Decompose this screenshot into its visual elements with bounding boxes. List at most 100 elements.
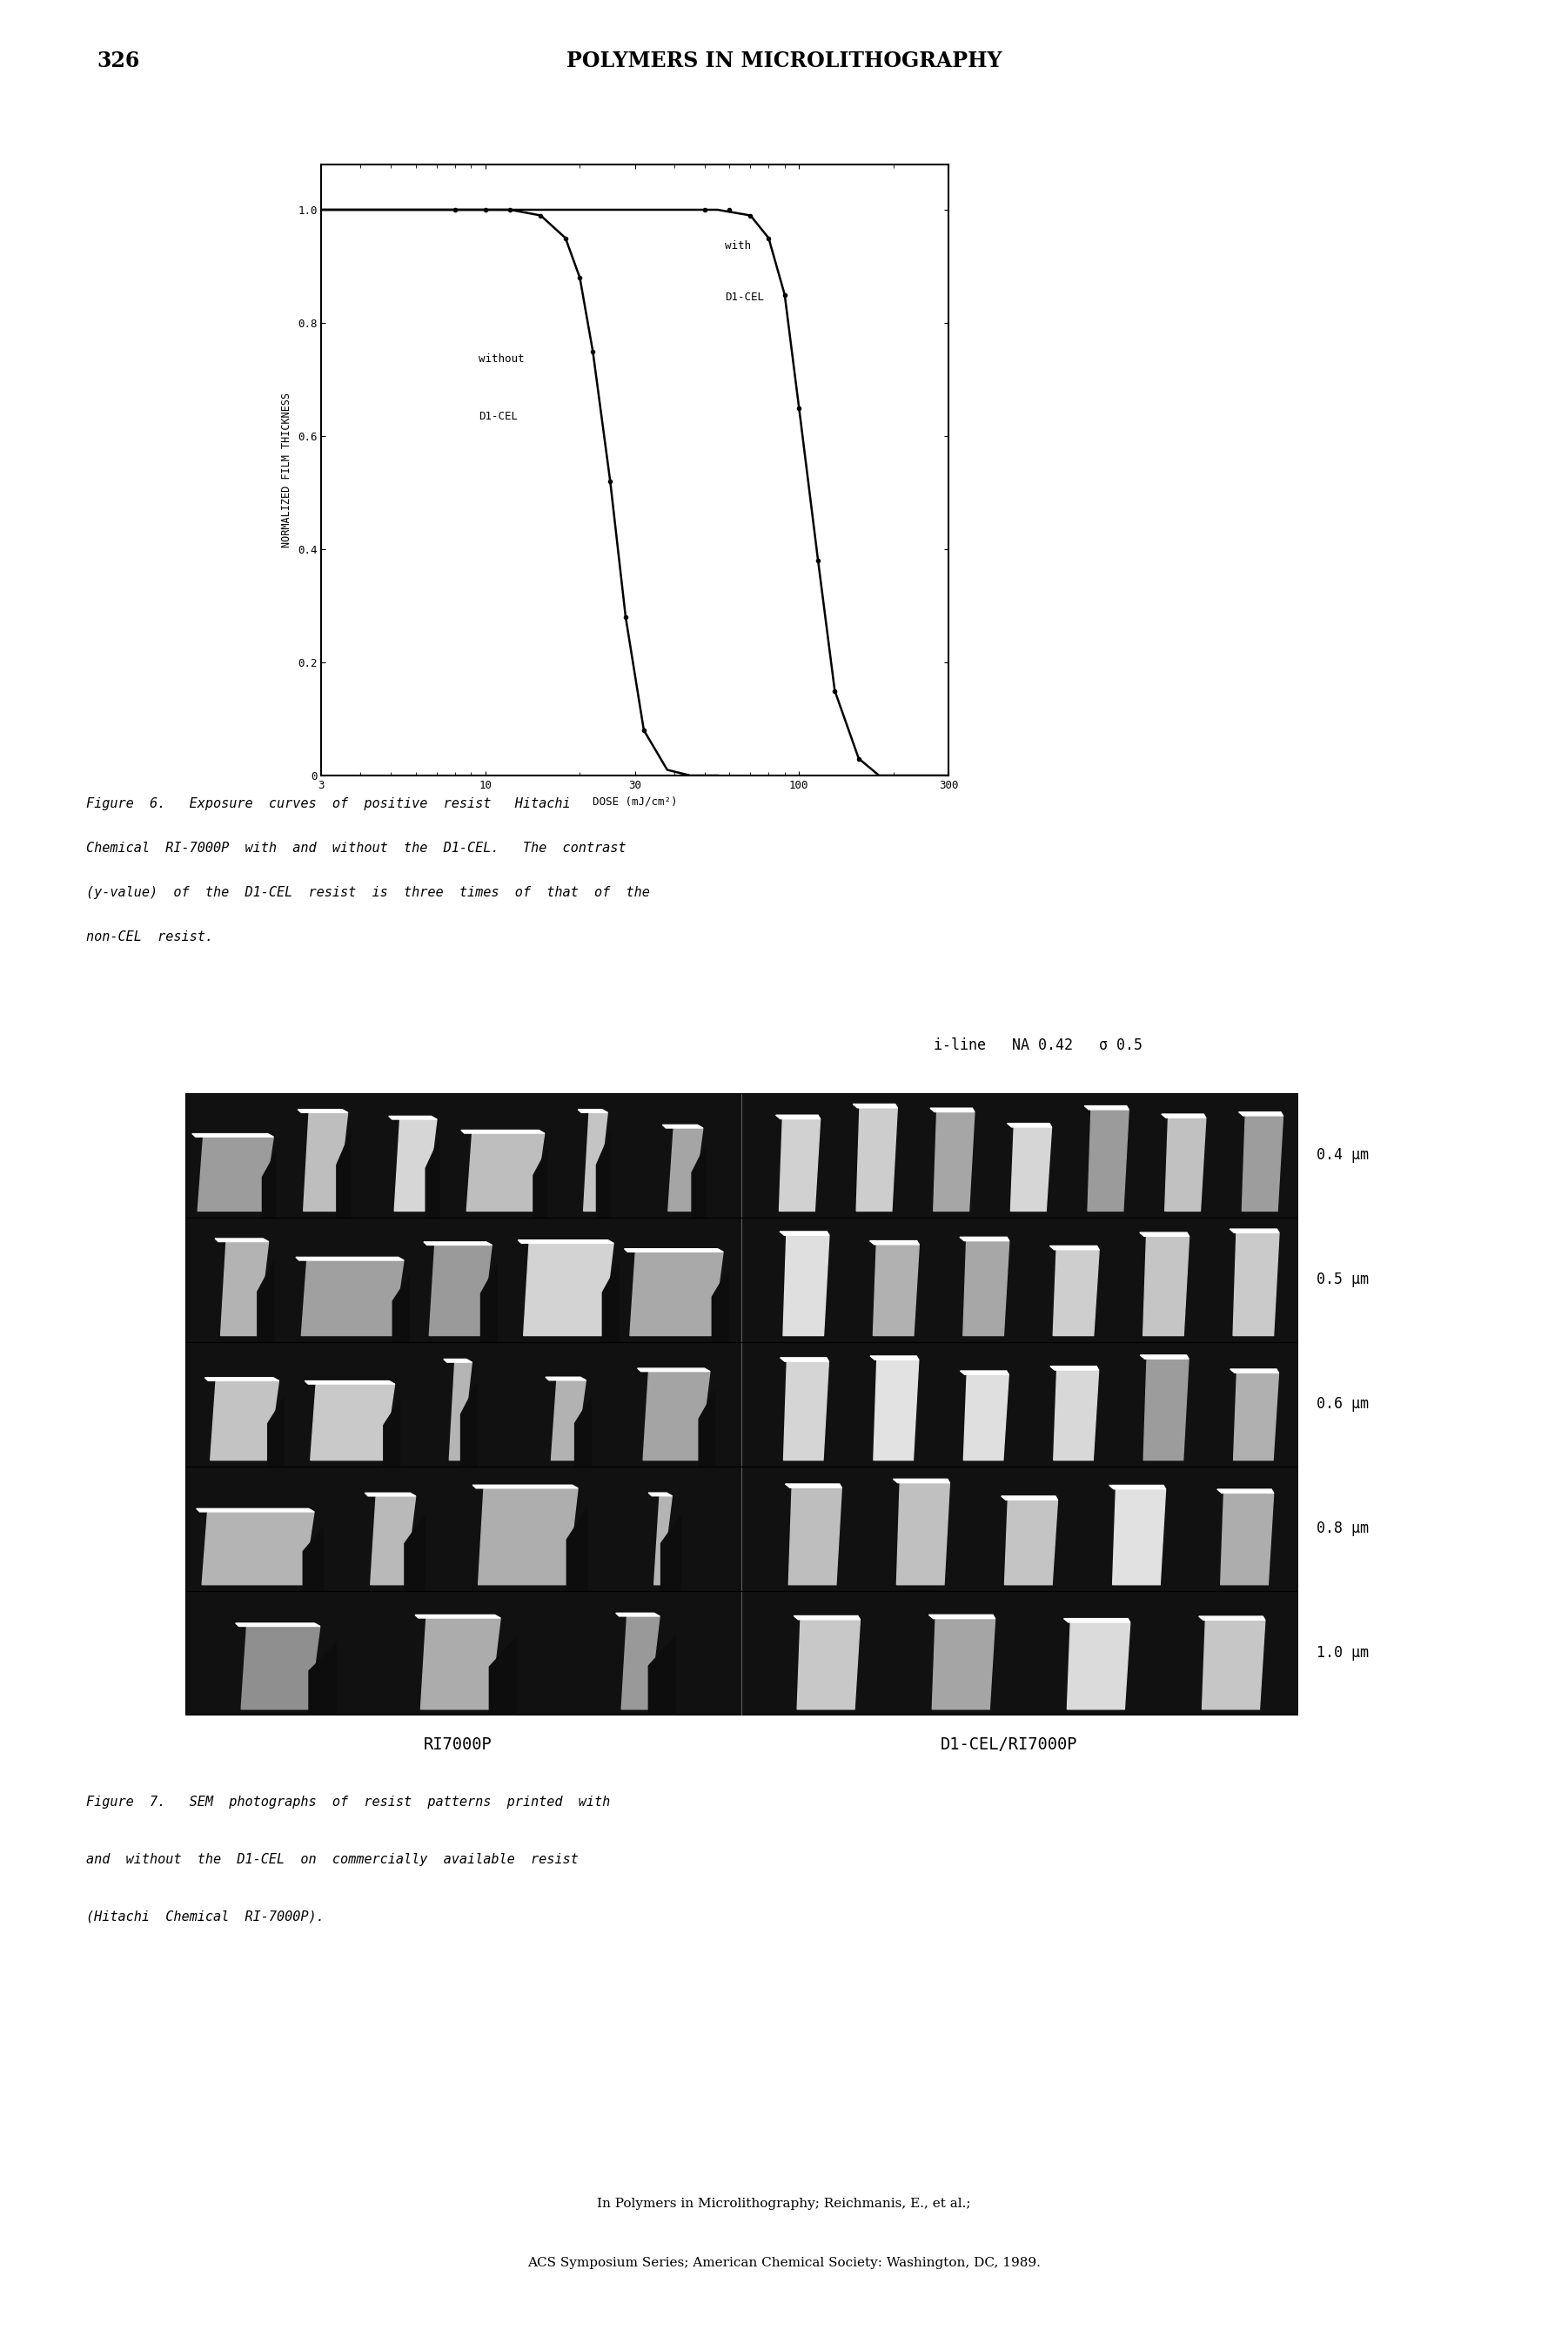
Polygon shape <box>405 1516 425 1591</box>
Polygon shape <box>786 1483 842 1488</box>
Polygon shape <box>1239 1112 1283 1116</box>
Bar <box>185 1342 1298 1466</box>
Polygon shape <box>797 1619 861 1708</box>
Polygon shape <box>552 1379 586 1459</box>
Text: non-CEL  resist.: non-CEL resist. <box>86 931 213 942</box>
Polygon shape <box>210 1382 279 1459</box>
Polygon shape <box>933 1112 974 1210</box>
Polygon shape <box>303 1112 348 1210</box>
Polygon shape <box>425 1140 439 1217</box>
Text: 1.0 μm: 1.0 μm <box>1317 1645 1369 1661</box>
Polygon shape <box>1165 1119 1206 1210</box>
Polygon shape <box>1140 1356 1189 1358</box>
Polygon shape <box>643 1372 710 1459</box>
Polygon shape <box>196 1509 314 1511</box>
Polygon shape <box>583 1112 607 1210</box>
Polygon shape <box>389 1116 437 1119</box>
Polygon shape <box>1085 1107 1129 1109</box>
Polygon shape <box>384 1401 400 1466</box>
Polygon shape <box>931 1619 996 1708</box>
Text: 326: 326 <box>97 52 140 70</box>
Polygon shape <box>472 1485 579 1488</box>
Polygon shape <box>423 1241 492 1246</box>
Polygon shape <box>235 1624 320 1626</box>
Polygon shape <box>784 1361 829 1459</box>
Polygon shape <box>1231 1370 1278 1372</box>
Text: 0.5 μm: 0.5 μm <box>1317 1271 1369 1288</box>
Polygon shape <box>782 1236 829 1335</box>
Polygon shape <box>575 1398 591 1466</box>
Polygon shape <box>779 1231 829 1236</box>
Text: D1-CEL: D1-CEL <box>478 411 517 421</box>
Polygon shape <box>660 1516 681 1591</box>
Text: 0.8 μm: 0.8 μm <box>1317 1520 1369 1537</box>
Polygon shape <box>262 1154 276 1217</box>
Text: D1-CEL/RI7000P: D1-CEL/RI7000P <box>941 1737 1077 1753</box>
X-axis label: DOSE (mJ/cm²): DOSE (mJ/cm²) <box>593 797 677 806</box>
Polygon shape <box>489 1638 516 1716</box>
Polygon shape <box>1113 1490 1165 1584</box>
Polygon shape <box>461 1130 544 1133</box>
Polygon shape <box>198 1137 273 1210</box>
Polygon shape <box>1203 1619 1265 1708</box>
Polygon shape <box>579 1109 607 1112</box>
Polygon shape <box>873 1361 919 1459</box>
Text: without: without <box>478 355 524 364</box>
Polygon shape <box>699 1391 715 1466</box>
Polygon shape <box>616 1612 660 1617</box>
Polygon shape <box>1220 1492 1273 1584</box>
Polygon shape <box>897 1483 950 1584</box>
Bar <box>185 1591 1298 1716</box>
Polygon shape <box>257 1262 273 1342</box>
Polygon shape <box>638 1368 710 1372</box>
Polygon shape <box>960 1370 1008 1375</box>
Polygon shape <box>310 1384 395 1459</box>
Polygon shape <box>481 1264 497 1342</box>
Polygon shape <box>1229 1229 1279 1234</box>
Polygon shape <box>873 1246 919 1335</box>
Polygon shape <box>296 1257 405 1260</box>
Polygon shape <box>1162 1114 1206 1119</box>
Polygon shape <box>964 1375 1008 1459</box>
Text: In Polymers in Microlithography; Reichmanis, E., et al.;: In Polymers in Microlithography; Reichma… <box>597 2197 971 2209</box>
Polygon shape <box>298 1109 348 1112</box>
Polygon shape <box>712 1269 728 1342</box>
Y-axis label: NORMALIZED FILM THICKNESS: NORMALIZED FILM THICKNESS <box>282 392 293 548</box>
Polygon shape <box>870 1241 919 1246</box>
Text: POLYMERS IN MICROLITHOGRAPHY: POLYMERS IN MICROLITHOGRAPHY <box>566 52 1002 70</box>
Polygon shape <box>776 1116 820 1119</box>
Polygon shape <box>624 1248 723 1253</box>
Polygon shape <box>1109 1485 1165 1490</box>
Polygon shape <box>444 1358 472 1363</box>
Polygon shape <box>668 1128 702 1210</box>
Text: with: with <box>724 240 751 251</box>
Polygon shape <box>337 1133 350 1217</box>
Polygon shape <box>1217 1490 1273 1492</box>
Polygon shape <box>1088 1109 1129 1210</box>
Polygon shape <box>596 1133 610 1217</box>
Polygon shape <box>1054 1250 1099 1335</box>
Polygon shape <box>870 1356 919 1361</box>
Polygon shape <box>793 1617 861 1619</box>
Polygon shape <box>524 1243 613 1335</box>
Polygon shape <box>789 1488 842 1584</box>
Polygon shape <box>649 1492 673 1497</box>
Polygon shape <box>303 1528 323 1591</box>
Polygon shape <box>779 1119 820 1210</box>
Polygon shape <box>1143 1236 1189 1335</box>
Text: ACS Symposium Series; American Chemical Society: Washington, DC, 1989.: ACS Symposium Series; American Chemical … <box>527 2256 1041 2268</box>
Polygon shape <box>533 1149 547 1217</box>
Text: Figure  7.   SEM  photographs  of  resist  patterns  printed  with: Figure 7. SEM photographs of resist patt… <box>86 1795 610 1810</box>
Polygon shape <box>1049 1246 1099 1250</box>
Polygon shape <box>215 1238 268 1241</box>
Polygon shape <box>928 1614 996 1619</box>
Polygon shape <box>1051 1365 1099 1370</box>
Polygon shape <box>566 1509 586 1591</box>
Polygon shape <box>1068 1621 1131 1708</box>
Polygon shape <box>621 1617 660 1708</box>
Polygon shape <box>1005 1499 1058 1584</box>
Text: 0.4 μm: 0.4 μm <box>1317 1147 1369 1163</box>
Polygon shape <box>467 1133 544 1210</box>
Polygon shape <box>450 1363 472 1459</box>
Polygon shape <box>602 1262 619 1342</box>
